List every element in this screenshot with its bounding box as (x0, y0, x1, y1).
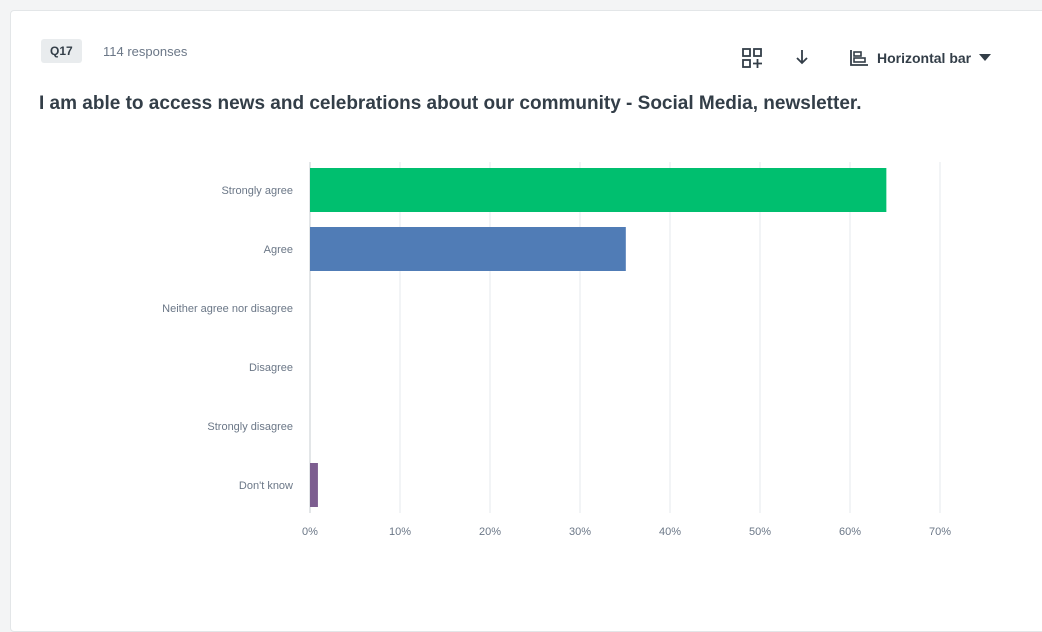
x-tick-label: 70% (929, 526, 951, 538)
chart-type-label: Horizontal bar (877, 50, 972, 66)
category-label: Don't know (239, 480, 293, 492)
x-tick-label: 30% (569, 526, 591, 538)
x-tick-label: 10% (389, 526, 411, 538)
question-number-badge: Q17 (41, 39, 82, 63)
x-tick-label: 50% (749, 526, 771, 538)
download-arrow-icon (796, 50, 808, 65)
x-tick-label: 0% (302, 526, 318, 538)
chart-type-dropdown[interactable]: Horizontal bar (849, 49, 999, 67)
category-label: Neither agree nor disagree (162, 303, 293, 315)
compare-button[interactable] (741, 47, 763, 69)
bar (310, 168, 887, 212)
compare-grid-icon (742, 48, 762, 68)
horizontal-bar-chart: 0% 10% 20% 30% 40% 50% 60% 70% Strongly agree Agr… (162, 162, 951, 538)
category-label: Disagree (249, 362, 293, 374)
chart-toolbar: Horizontal bar (11, 47, 1042, 71)
horizontal-bar-chart-icon (850, 50, 868, 66)
category-label: Strongly agree (221, 185, 293, 197)
question-card: Q17 114 responses Horizontal bar (10, 10, 1042, 632)
caret-down-icon (979, 54, 992, 61)
x-tick-label: 60% (839, 526, 861, 538)
response-count: 114 responses (103, 44, 188, 59)
category-label: Strongly disagree (207, 421, 293, 433)
category-label: Agree (264, 244, 293, 256)
download-button[interactable] (793, 47, 811, 67)
x-tick-label: 40% (659, 526, 681, 538)
bar (310, 227, 626, 271)
question-title: I am able to access news and celebration… (39, 93, 862, 114)
x-tick-label: 20% (479, 526, 501, 538)
bar (310, 463, 318, 507)
